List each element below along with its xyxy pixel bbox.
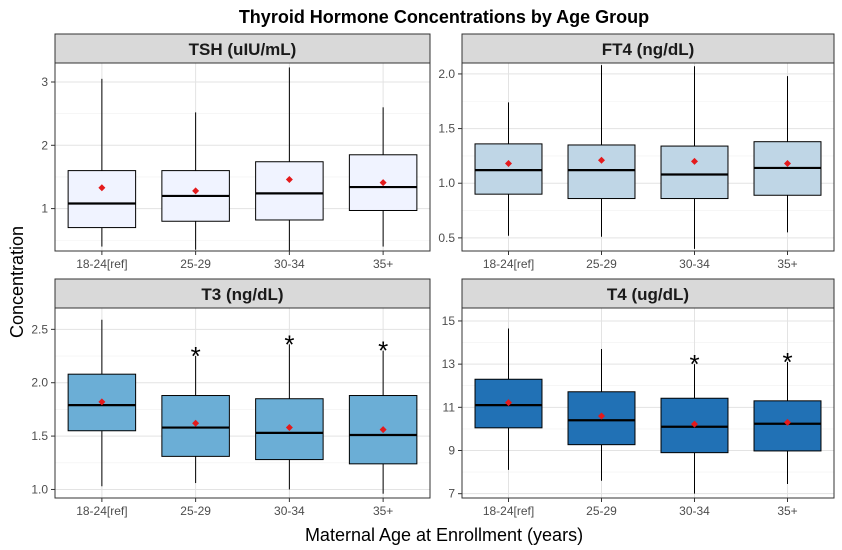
mean-marker	[784, 418, 791, 426]
significance-marker: *	[284, 329, 294, 359]
y-tick-label: 1.5	[438, 122, 455, 136]
y-tick-label: 9	[448, 444, 455, 458]
facet-strip	[461, 33, 835, 64]
box-group: *	[161, 341, 230, 484]
facet-title: T3 (ng/dL)	[201, 285, 283, 304]
y-tick-label: 1	[41, 202, 48, 216]
x-tick-label: 35+	[373, 504, 393, 518]
y-tick-label: 7	[448, 487, 455, 501]
facet-panel: T3 (ng/dL) 1.0 1.5 2.0 2.5 18-24[ref] 25-29 30-…	[31, 278, 431, 518]
significance-marker: *	[378, 336, 388, 366]
x-tick-label: 25-29	[180, 504, 211, 518]
box-group	[67, 78, 137, 247]
panel-border	[54, 62, 431, 252]
iqr-box	[67, 170, 137, 229]
iqr-box	[567, 144, 636, 200]
y-tick-label: 2	[41, 138, 48, 152]
iqr-box	[348, 395, 418, 465]
box-group	[753, 76, 822, 233]
x-tick-label: 25-29	[180, 257, 211, 271]
facet-panel: FT4 (ng/dL) 0.5 1.0 1.5 2.0 18-24[ref] 25-29 30…	[438, 33, 835, 271]
mean-marker	[505, 160, 512, 168]
x-axis-title: Maternal Age at Enrollment (years)	[305, 525, 583, 545]
y-tick-label: 2.0	[31, 376, 48, 390]
y-tick-label: 1.0	[438, 176, 455, 190]
significance-marker: *	[191, 341, 201, 371]
mean-marker	[192, 419, 200, 427]
chart-title: Thyroid Hormone Concentrations by Age Gr…	[239, 7, 649, 27]
facet-title: TSH (uIU/mL)	[189, 40, 297, 59]
box-group	[474, 102, 543, 236]
x-tick-label: 35+	[777, 504, 797, 518]
x-tick-label: 25-29	[586, 257, 617, 271]
y-tick-label: 2.0	[438, 67, 455, 81]
x-tick-label: 30-34	[679, 504, 710, 518]
mean-marker	[784, 160, 791, 168]
y-tick-label: 0.5	[438, 231, 455, 245]
x-tick-label: 30-34	[679, 257, 710, 271]
mean-marker	[598, 412, 605, 420]
mean-marker	[691, 157, 698, 165]
mean-marker	[598, 156, 605, 164]
x-tick-label: 25-29	[586, 504, 617, 518]
x-tick-label: 30-34	[274, 504, 305, 518]
box-group: *	[753, 347, 822, 484]
x-tick-label: 18-24[ref]	[76, 257, 127, 271]
facet-title: T4 (ug/dL)	[607, 285, 689, 304]
y-tick-label: 11	[443, 400, 456, 414]
box-group	[567, 65, 636, 237]
iqr-box	[660, 145, 729, 200]
box-group	[348, 107, 418, 247]
significance-marker: *	[689, 349, 699, 379]
panel-border	[461, 307, 835, 499]
x-tick-label: 35+	[373, 257, 393, 271]
box-group	[567, 349, 636, 481]
mean-marker	[505, 399, 512, 407]
x-tick-label: 18-24[ref]	[76, 504, 127, 518]
iqr-box	[474, 378, 543, 429]
y-tick-label: 1.0	[31, 482, 48, 496]
mean-marker	[192, 187, 200, 195]
facet-panel: TSH (uIU/mL) 1 2 3 18-24[ref] 25-29 30-34 35+	[41, 33, 431, 271]
panel-border	[54, 307, 431, 499]
y-axis-title: Concentration	[7, 226, 27, 338]
mean-marker	[379, 426, 387, 434]
x-tick-label: 30-34	[274, 257, 305, 271]
mean-marker	[98, 184, 106, 192]
panel-border	[461, 62, 835, 252]
mean-marker	[285, 424, 293, 432]
box-group	[660, 66, 729, 249]
box-group	[67, 319, 137, 487]
x-tick-label: 18-24[ref]	[483, 504, 534, 518]
box-group: *	[660, 349, 729, 494]
x-tick-label: 18-24[ref]	[483, 257, 534, 271]
y-tick-label: 1.5	[31, 429, 48, 443]
box-group	[474, 328, 543, 470]
y-tick-label: 15	[442, 314, 456, 328]
facet-strip	[54, 33, 431, 64]
y-tick-label: 2.5	[31, 322, 48, 336]
mean-marker	[98, 398, 106, 406]
facet-panel: T4 (ug/dL) 7 9 11 13 15 18-24[ref] 25-29 30-34 35…	[442, 278, 835, 518]
iqr-box	[255, 161, 324, 221]
box-group	[161, 112, 230, 250]
y-tick-label: 3	[41, 75, 48, 89]
mean-marker	[285, 175, 293, 183]
mean-marker	[691, 420, 698, 428]
mean-marker	[379, 179, 387, 187]
box-group: *	[348, 336, 418, 494]
significance-marker: *	[782, 347, 792, 377]
box-group	[255, 67, 324, 251]
facet-strip	[54, 278, 431, 309]
facet-strip	[461, 278, 835, 309]
facet-title: FT4 (ng/dL)	[602, 40, 695, 59]
x-tick-label: 35+	[777, 257, 797, 271]
y-tick-label: 13	[442, 357, 456, 371]
box-group: *	[255, 329, 324, 490]
